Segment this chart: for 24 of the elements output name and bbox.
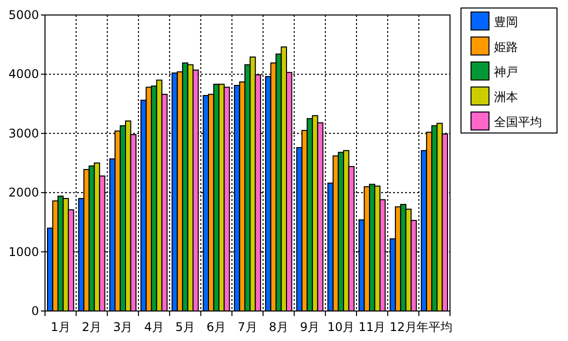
- x-tick-label: 10月: [327, 320, 355, 334]
- y-tick-label: 5000: [8, 8, 39, 22]
- x-tick-label: 4月: [144, 320, 164, 334]
- x-tick-label: 7月: [238, 320, 258, 334]
- x-tick-label: 年平均: [416, 320, 452, 334]
- legend-label: 豊岡: [494, 15, 518, 29]
- x-tick-label: 6月: [206, 320, 226, 334]
- x-tick-label: 2月: [82, 320, 102, 334]
- y-tick-label: 3000: [8, 126, 39, 140]
- legend-label: 全国平均: [494, 115, 542, 129]
- y-tick-label: 1000: [8, 244, 39, 259]
- x-tick-label: 1月: [50, 320, 70, 334]
- y-tick-label: 0: [31, 304, 39, 318]
- x-tick-label: 11月: [358, 320, 386, 334]
- legend-label: 姫路: [494, 40, 518, 54]
- x-tick-label: 5月: [175, 320, 196, 334]
- x-tick-label: 3月: [113, 320, 133, 334]
- x-tick-label: 8月: [268, 320, 288, 334]
- y-tick-label: 4000: [8, 67, 39, 82]
- y-tick-label: 2000: [8, 186, 39, 200]
- x-tick-label: 12月: [390, 320, 417, 334]
- legend-label: 洲本: [494, 90, 518, 104]
- x-tick-label: 9月: [300, 320, 320, 334]
- legend-label: 神戸: [494, 65, 518, 79]
